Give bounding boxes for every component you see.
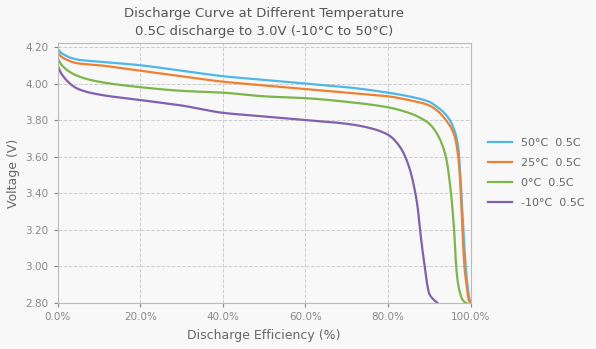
- 0°C  0.5C: [219, 91, 226, 95]
- 50°C  0.5C: [338, 84, 345, 89]
- 50°C  0.5C: [376, 89, 383, 94]
- 0°C  0.5C: [373, 103, 380, 107]
- 0°C  0.5C: [335, 99, 342, 103]
- 0°C  0.5C: [54, 56, 61, 60]
- 50°C  0.5C: [467, 301, 474, 305]
- -10°C  0.5C: [434, 301, 441, 305]
- Line: -10°C  0.5C: -10°C 0.5C: [58, 65, 437, 303]
- 0°C  0.5C: [380, 104, 387, 109]
- X-axis label: Discharge Efficiency (%): Discharge Efficiency (%): [187, 329, 341, 342]
- -10°C  0.5C: [357, 124, 364, 128]
- 25°C  0.5C: [338, 90, 345, 94]
- -10°C  0.5C: [315, 119, 322, 123]
- Legend: 50°C  0.5C, 25°C  0.5C, 0°C  0.5C, -10°C  0.5C: 50°C 0.5C, 25°C 0.5C, 0°C 0.5C, -10°C 0.…: [485, 135, 588, 212]
- 50°C  0.5C: [221, 74, 228, 79]
- 25°C  0.5C: [384, 94, 391, 98]
- 0°C  0.5C: [96, 80, 103, 84]
- -10°C  0.5C: [54, 63, 61, 67]
- 25°C  0.5C: [376, 93, 383, 97]
- -10°C  0.5C: [350, 123, 358, 127]
- 50°C  0.5C: [96, 60, 103, 64]
- -10°C  0.5C: [208, 109, 215, 113]
- 25°C  0.5C: [54, 50, 61, 54]
- Line: 50°C  0.5C: 50°C 0.5C: [58, 49, 471, 303]
- 50°C  0.5C: [384, 90, 391, 95]
- 25°C  0.5C: [221, 80, 228, 84]
- Title: Discharge Curve at Different Temperature
0.5C discharge to 3.0V (-10°C to 50°C): Discharge Curve at Different Temperature…: [124, 7, 404, 38]
- -10°C  0.5C: [93, 92, 100, 96]
- Y-axis label: Voltage (V): Voltage (V): [7, 139, 20, 208]
- 25°C  0.5C: [236, 81, 243, 86]
- 0°C  0.5C: [463, 301, 470, 305]
- 50°C  0.5C: [54, 47, 61, 51]
- -10°C  0.5C: [222, 111, 229, 115]
- Line: 0°C  0.5C: 0°C 0.5C: [58, 58, 467, 303]
- 25°C  0.5C: [96, 63, 103, 67]
- 50°C  0.5C: [236, 76, 243, 80]
- 25°C  0.5C: [467, 301, 474, 305]
- 0°C  0.5C: [234, 92, 241, 96]
- Line: 25°C  0.5C: 25°C 0.5C: [58, 52, 471, 303]
